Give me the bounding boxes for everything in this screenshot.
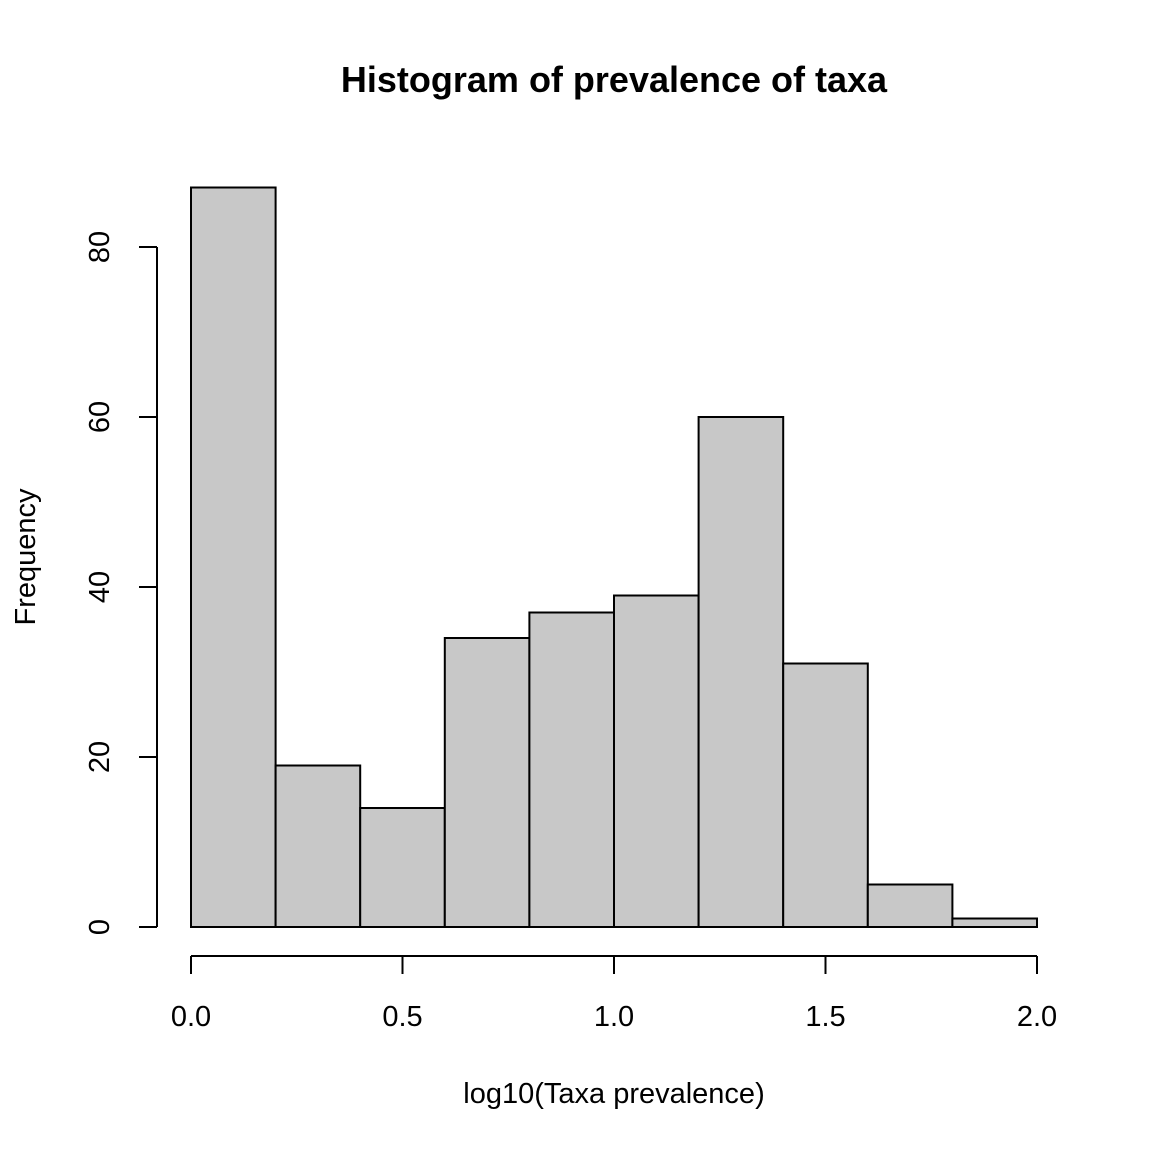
chart-title: Histogram of prevalence of taxa <box>341 59 888 100</box>
y-tick-label-2: 40 <box>84 571 116 603</box>
x-axis: 0.0 0.5 1.0 1.5 2.0 <box>171 955 1057 1033</box>
histogram-bar-4 <box>528 611 616 928</box>
y-tick-label-4: 80 <box>84 231 116 263</box>
histogram-bar-9 <box>951 917 1039 928</box>
bars-group <box>190 186 1039 928</box>
x-tick-label-3: 1.5 <box>805 1001 845 1033</box>
y-tick-label-0: 0 <box>84 919 116 935</box>
x-tick-label-1: 0.5 <box>382 1001 422 1033</box>
histogram-bar-3 <box>443 637 531 928</box>
histogram-bar-6 <box>697 416 785 928</box>
x-tick-label-4: 2.0 <box>1017 1001 1057 1033</box>
histogram-bar-1 <box>274 764 362 928</box>
histogram-bar-7 <box>782 662 869 928</box>
y-tick-label-1: 20 <box>84 741 116 773</box>
x-tick-label-2: 1.0 <box>594 1001 634 1033</box>
histogram-bar-2 <box>359 807 446 928</box>
histogram-bar-0 <box>190 186 277 928</box>
y-axis: 0 20 40 60 80 <box>84 231 158 935</box>
histogram-bar-5 <box>613 594 700 928</box>
histogram-bar-8 <box>866 883 954 928</box>
x-tick-label-0: 0.0 <box>171 1001 211 1033</box>
y-tick-label-3: 60 <box>84 401 116 433</box>
y-axis-label: Frequency <box>10 488 42 626</box>
x-axis-label: log10(Taxa prevalence) <box>463 1078 764 1110</box>
